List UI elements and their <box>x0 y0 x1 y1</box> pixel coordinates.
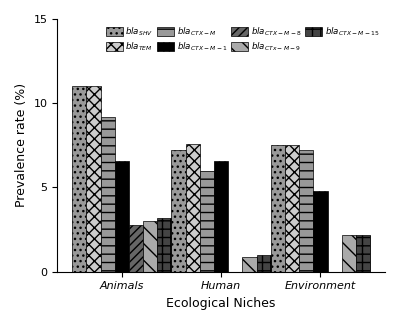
Bar <box>129 225 143 272</box>
Bar <box>72 86 86 272</box>
Bar <box>242 256 257 272</box>
Bar <box>100 117 115 272</box>
X-axis label: Ecological Niches: Ecological Niches <box>166 297 276 310</box>
Bar <box>313 191 328 272</box>
Bar <box>172 150 186 272</box>
Bar <box>257 255 271 272</box>
Bar <box>157 218 172 272</box>
Y-axis label: Prevalence rate (%): Prevalence rate (%) <box>15 83 28 207</box>
Bar <box>299 150 313 272</box>
Legend: $\it{bla}$$_{\it{SHV}}$, $\it{bla}$$_{\it{TEM}}$, $\it{bla}$$_{\it{CTX-M}}$, $\i: $\it{bla}$$_{\it{SHV}}$, $\it{bla}$$_{\i… <box>104 23 381 54</box>
Bar <box>356 235 370 272</box>
Bar <box>186 144 200 272</box>
Bar <box>143 221 157 272</box>
Bar <box>285 145 299 272</box>
Bar <box>115 161 129 272</box>
Bar <box>342 235 356 272</box>
Bar <box>86 86 100 272</box>
Bar <box>214 161 228 272</box>
Bar <box>200 171 214 272</box>
Bar <box>271 145 285 272</box>
